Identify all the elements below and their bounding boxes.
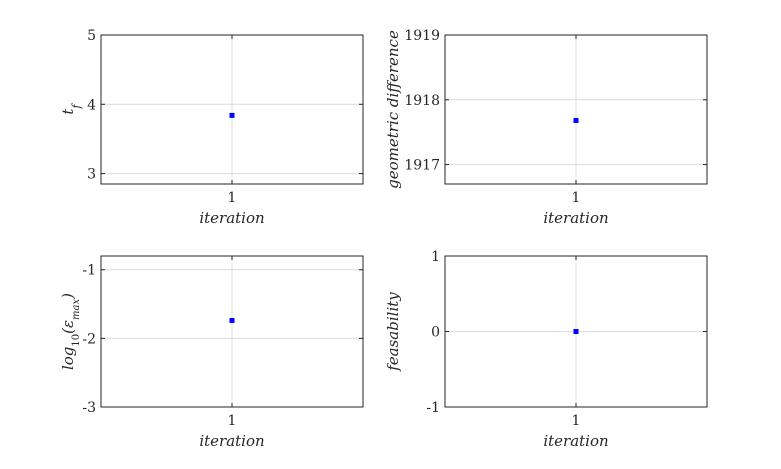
y-tick-label: 1917 — [404, 158, 440, 174]
x-axis-label: iteration — [543, 209, 608, 227]
y-tick-label: 4 — [87, 97, 96, 113]
x-axis-label: iteration — [199, 432, 264, 450]
y-tick-label: -1 — [82, 263, 96, 279]
x-tick-label: 1 — [572, 190, 581, 206]
y-tick-label: -2 — [82, 331, 96, 347]
y-tick-label: 0 — [431, 325, 440, 341]
y-tick-label: 1 — [431, 249, 440, 265]
data-point — [573, 118, 579, 124]
y-axis-label: log10(εmax) — [59, 293, 82, 370]
data-point — [229, 112, 235, 118]
data-point — [573, 329, 579, 334]
x-tick-label: 1 — [228, 190, 237, 206]
y-axis-label: tf — [59, 103, 83, 115]
y-tick-label: -1 — [426, 400, 440, 416]
y-axis-label: feasability — [384, 292, 402, 372]
y-tick-label: 1918 — [404, 93, 440, 109]
x-tick-label: 1 — [228, 413, 237, 429]
y-tick-label: -3 — [82, 400, 96, 416]
subplot-3: -3 -2 -1 1 iteration log10(εmax) — [59, 255, 364, 450]
y-tick-label: 5 — [87, 28, 96, 44]
x-tick-label: 1 — [572, 413, 581, 429]
y-tick-label: 1919 — [404, 28, 440, 44]
subplot-4: -1 0 1 1 iteration feasability — [384, 249, 708, 450]
x-axis-label: iteration — [543, 432, 608, 450]
data-point — [229, 318, 235, 324]
x-axis-label: iteration — [199, 209, 264, 227]
subplot-1: 3 4 5 1 iteration tf — [59, 28, 364, 227]
subplot-2: 1917 1918 1919 1 iteration geometric differen… — [384, 28, 708, 227]
y-tick-label: 3 — [87, 167, 96, 183]
y-axis-label: geometric difference — [384, 30, 402, 189]
